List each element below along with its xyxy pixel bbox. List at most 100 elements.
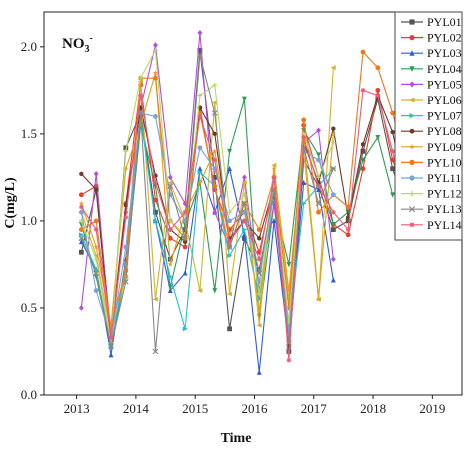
data-point [123, 215, 129, 220]
data-point [78, 235, 85, 242]
data-point [78, 204, 84, 210]
data-point [227, 148, 232, 155]
data-point [167, 284, 173, 290]
data-point [256, 322, 262, 328]
data-point [167, 261, 174, 267]
legend-item: PYL11 [401, 171, 461, 185]
legend-item: PYL03 [401, 46, 462, 60]
data-point [182, 235, 188, 242]
data-point [242, 218, 247, 224]
data-point [108, 352, 114, 358]
data-point [345, 204, 351, 210]
data-point [257, 235, 262, 241]
data-point [226, 244, 233, 250]
data-point [212, 288, 218, 294]
data-point [316, 183, 321, 189]
legend-item: PYL12 [401, 187, 462, 201]
data-point [212, 157, 218, 163]
legend-item: PYL06 [401, 93, 462, 107]
data-point [226, 291, 232, 297]
data-point [197, 93, 203, 98]
data-point [78, 218, 84, 224]
data-point [375, 93, 381, 98]
data-point [123, 148, 129, 154]
data-point [212, 82, 218, 88]
legend-item: PYL05 [401, 77, 462, 91]
data-point [153, 180, 158, 186]
data-point [286, 357, 292, 363]
data-point [183, 239, 188, 245]
data-point [94, 187, 99, 192]
data-point [330, 277, 336, 283]
legend-label: PYL04 [427, 62, 462, 76]
legend-item: PYL07 [401, 109, 462, 123]
series-line [80, 49, 334, 344]
legend-marker [409, 175, 415, 181]
legend-label: PYL14 [427, 218, 462, 232]
data-point [212, 148, 218, 154]
data-point [330, 209, 336, 215]
data-point [122, 279, 129, 285]
legend-marker [408, 206, 416, 213]
data-point [153, 47, 158, 53]
data-point [227, 165, 232, 172]
data-point [315, 296, 322, 302]
data-point [330, 221, 336, 228]
annotation-superscript: - [90, 33, 93, 44]
data-point [315, 200, 322, 207]
data-point [212, 209, 218, 216]
data-point [167, 235, 173, 241]
data-point [93, 256, 99, 262]
data-point [271, 165, 277, 172]
data-point [301, 179, 307, 186]
data-point [375, 87, 381, 93]
data-point [286, 287, 292, 293]
data-point [153, 209, 158, 215]
data-point [167, 287, 173, 293]
legend-marker [409, 35, 415, 41]
legend-marker [409, 143, 415, 150]
series-layer [78, 29, 440, 375]
data-point [301, 157, 307, 163]
data-point [152, 70, 159, 76]
data-point [331, 126, 336, 132]
legend-label: PYL12 [427, 187, 462, 201]
legend-box [394, 11, 463, 241]
data-point [227, 253, 233, 259]
legend-label: PYL11 [427, 171, 461, 185]
data-point [345, 218, 351, 224]
data-point [256, 270, 263, 276]
data-point [167, 183, 174, 189]
data-point [211, 110, 218, 116]
legend-marker [408, 97, 415, 103]
data-point [256, 256, 262, 262]
data-point [138, 75, 144, 81]
data-point [212, 131, 217, 137]
data-point [241, 180, 247, 186]
data-point [78, 232, 85, 238]
data-point [197, 47, 203, 53]
data-point [197, 288, 203, 293]
data-point [390, 192, 396, 198]
annotation-subscript: 3 [85, 44, 90, 55]
data-point [242, 96, 247, 102]
data-point [271, 218, 277, 224]
x-tick-label: 2014 [123, 401, 150, 416]
data-point [182, 244, 188, 250]
data-point [301, 117, 307, 123]
data-point [153, 114, 158, 119]
legend-item: PYL08 [401, 124, 462, 138]
legend-marker [409, 159, 415, 165]
data-point [93, 270, 100, 276]
y-tick-label: 0.0 [21, 387, 37, 402]
legend-marker [409, 222, 415, 228]
data-point [286, 262, 292, 268]
series-line [80, 54, 334, 353]
data-point [375, 65, 381, 71]
y-tick-label: 1.0 [21, 213, 37, 228]
legend-item: PYL13 [401, 202, 462, 216]
data-point [242, 174, 247, 181]
data-point [211, 100, 218, 105]
data-point [360, 141, 366, 147]
series-pyl12 [78, 47, 336, 346]
